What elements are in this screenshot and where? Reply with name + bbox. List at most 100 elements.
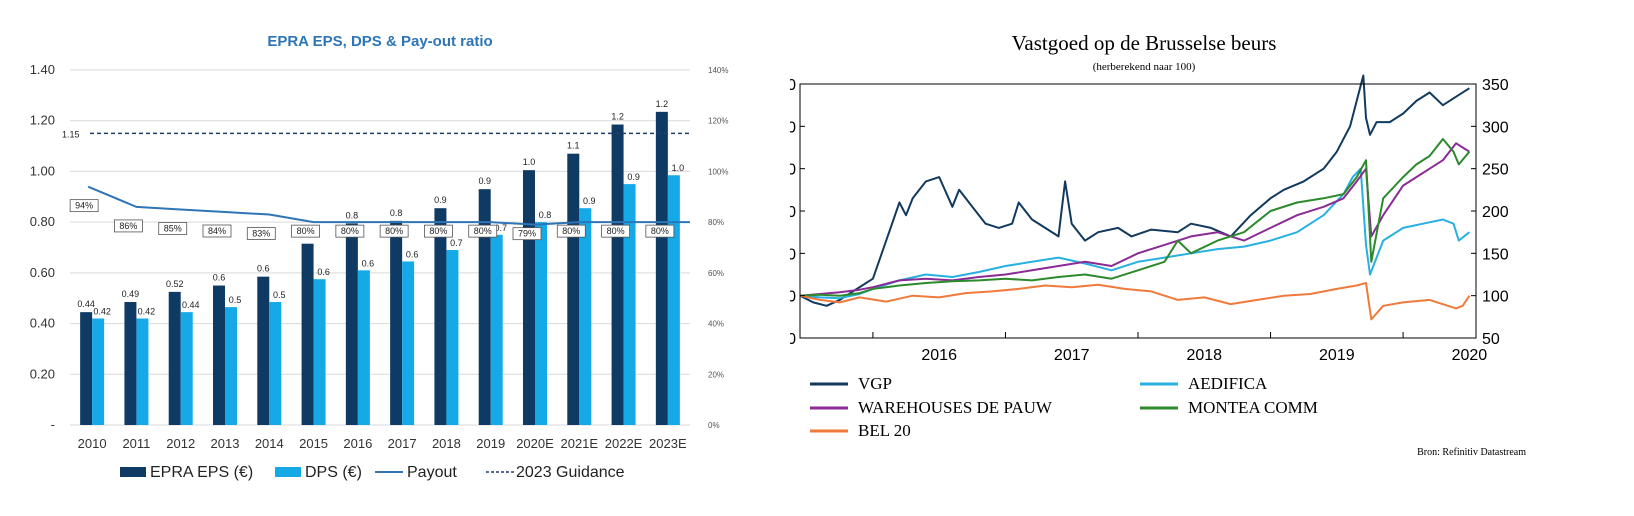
bar-dps-label: 0.6 [406, 249, 419, 259]
bar-dps [313, 279, 326, 425]
bar-dps-label: 0.5 [229, 295, 242, 305]
bar-eps [168, 291, 181, 425]
bar-dps-label: 0.5 [273, 290, 286, 300]
y2-tick-label: 350 [1482, 77, 1509, 94]
payout-label: 79% [518, 229, 536, 239]
y2-tick-label: 100% [708, 167, 728, 176]
series-line-4 [799, 282, 1471, 321]
y2-tick-label: 50 [1482, 331, 1500, 348]
left-chart: EPRA EPS, DPS & Pay-out ratio 0.440.420.… [30, 33, 729, 481]
x-tick-label: 2018 [1186, 347, 1222, 364]
bar-eps-label: 0.9 [434, 195, 447, 205]
bar-dps [579, 208, 592, 425]
bar-dps [490, 234, 503, 425]
bar-dps-label: 0.7 [494, 223, 507, 233]
x-tick-label: 2021E [560, 436, 598, 451]
bar-dps [402, 261, 415, 425]
payout-label-box [246, 227, 276, 240]
y2-tick-label: 20% [708, 370, 724, 379]
x-tick-label: 2016 [343, 436, 372, 451]
payout-label-box [601, 224, 630, 238]
y2-tick-label: 150 [1482, 246, 1509, 263]
payout-label: 80% [651, 226, 669, 236]
bar-dps [180, 312, 193, 425]
x-tick-label: 2019 [1319, 347, 1355, 364]
x-tick-label: 2010 [78, 436, 107, 451]
bar-eps [655, 111, 668, 425]
bar-dps [269, 302, 282, 425]
payout-label-box [158, 222, 188, 235]
payout-label-box [468, 224, 498, 238]
y-tick-label: 100 [790, 289, 796, 306]
bar-eps-label: 0.44 [77, 299, 95, 309]
y2-tick-label: 0% [708, 421, 720, 430]
y2-tick-label: 60% [708, 269, 724, 278]
bar-eps-label: 0.49 [122, 289, 140, 299]
bar-dps [92, 318, 105, 425]
bar-dps [667, 175, 680, 425]
y2-tick-label: 40% [708, 320, 724, 329]
payout-label: 80% [474, 226, 492, 236]
y-tick-label: 0.80 [30, 214, 55, 229]
bar-eps-label: 0.6 [257, 264, 270, 274]
payout-label-box [424, 224, 453, 238]
bar-eps [301, 243, 314, 425]
y-tick-label: 250 [790, 162, 796, 179]
bar-eps [611, 124, 624, 426]
bar-eps-label: 0.8 [346, 210, 359, 220]
x-tick-label: 2011 [122, 436, 150, 451]
y-tick-label: 1.40 [30, 62, 55, 77]
bar-dps [136, 318, 149, 425]
y2-tick-label: 300 [1482, 119, 1509, 136]
payout-label: 80% [429, 226, 447, 236]
y2-tick-label: 140% [708, 66, 728, 75]
bar-eps [345, 223, 358, 425]
bar-eps [124, 302, 137, 425]
bar-eps-label: 1.2 [611, 112, 624, 122]
bar-dps-label: 0.9 [583, 196, 596, 206]
x-tick-label: 2018 [432, 436, 461, 451]
payout-label-box [335, 224, 365, 238]
y-tick-label: 50 [790, 331, 796, 348]
x-tick-label: 2020E [516, 436, 554, 451]
x-tick-label: 2015 [299, 436, 328, 451]
bar-eps [390, 220, 403, 425]
payout-label: 80% [297, 226, 315, 236]
bar-eps [478, 189, 491, 425]
bar-eps [434, 208, 447, 425]
x-tick-label: 2014 [255, 436, 284, 451]
bar-dps-label: 0.9 [627, 172, 640, 182]
legend-label-dps: DPS (€) [305, 464, 362, 481]
payout-label: 80% [562, 226, 580, 236]
y-tick-label: 0.60 [30, 265, 55, 280]
legend-label-eps: EPRA EPS (€) [150, 464, 253, 481]
legend-swatch-dps [275, 467, 301, 477]
payout-label: 80% [385, 226, 403, 236]
bar-dps [225, 307, 237, 425]
bar-dps-label: 0.6 [317, 267, 330, 277]
legend-label: WAREHOUSES DE PAUW [858, 398, 1053, 417]
bar-dps-label: 0.42 [138, 307, 156, 317]
bar-eps [257, 276, 270, 425]
y-tick-label: 200 [790, 204, 796, 221]
series-line-3 [799, 138, 1471, 297]
x-tick-label: 2020 [1452, 347, 1488, 364]
bar-eps-label: 0.6 [213, 273, 226, 283]
payout-label-box [556, 224, 586, 238]
bar-eps-label: 0.9 [478, 176, 491, 186]
plot-frame [799, 83, 1477, 339]
payout-label: 85% [164, 223, 182, 233]
x-tick-label: 2023E [649, 436, 687, 451]
payout-label-box [69, 199, 99, 213]
bar-dps [535, 222, 547, 425]
x-tick-label: 2017 [1054, 347, 1090, 364]
x-tick-label: 2017 [388, 436, 417, 451]
bar-dps-label: 0.44 [182, 300, 200, 310]
y-tick-label: 350 [790, 77, 796, 94]
payout-label-box [512, 227, 542, 241]
payout-label: 83% [252, 229, 270, 239]
bar-eps [80, 312, 93, 425]
legend-label: AEDIFICA [1188, 374, 1268, 393]
y2-tick-label: 100 [1482, 289, 1509, 306]
y2-tick-label: 250 [1482, 162, 1509, 179]
